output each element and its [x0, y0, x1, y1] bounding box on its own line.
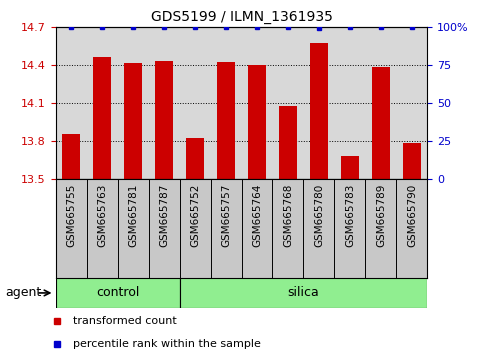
Text: GSM665781: GSM665781: [128, 184, 138, 247]
Bar: [93, 57, 112, 179]
Bar: [180, 278, 427, 308]
Text: GSM665789: GSM665789: [376, 184, 386, 247]
Bar: [155, 61, 173, 179]
Text: silica: silica: [287, 286, 319, 299]
Text: GSM665752: GSM665752: [190, 184, 200, 247]
Bar: [62, 135, 80, 179]
Text: GSM665764: GSM665764: [252, 184, 262, 247]
Bar: [279, 107, 297, 179]
Text: GSM665768: GSM665768: [283, 184, 293, 247]
Text: GSM665755: GSM665755: [66, 184, 76, 247]
Text: control: control: [96, 286, 139, 299]
Text: transformed count: transformed count: [72, 316, 176, 326]
Text: GSM665757: GSM665757: [221, 184, 231, 247]
Bar: [217, 62, 235, 179]
Bar: [248, 65, 266, 179]
Bar: [56, 278, 180, 308]
Bar: [186, 138, 204, 179]
Text: percentile rank within the sample: percentile rank within the sample: [72, 339, 260, 349]
Bar: [310, 43, 328, 179]
Text: agent: agent: [5, 286, 41, 299]
Bar: [403, 143, 421, 179]
Text: GSM665790: GSM665790: [407, 184, 417, 247]
Text: GSM665783: GSM665783: [345, 184, 355, 247]
Bar: [372, 67, 390, 179]
Text: GSM665780: GSM665780: [314, 184, 324, 247]
Bar: [341, 156, 359, 179]
Bar: [124, 63, 142, 179]
Text: GSM665763: GSM665763: [97, 184, 107, 247]
Text: GSM665787: GSM665787: [159, 184, 169, 247]
Title: GDS5199 / ILMN_1361935: GDS5199 / ILMN_1361935: [151, 10, 332, 24]
